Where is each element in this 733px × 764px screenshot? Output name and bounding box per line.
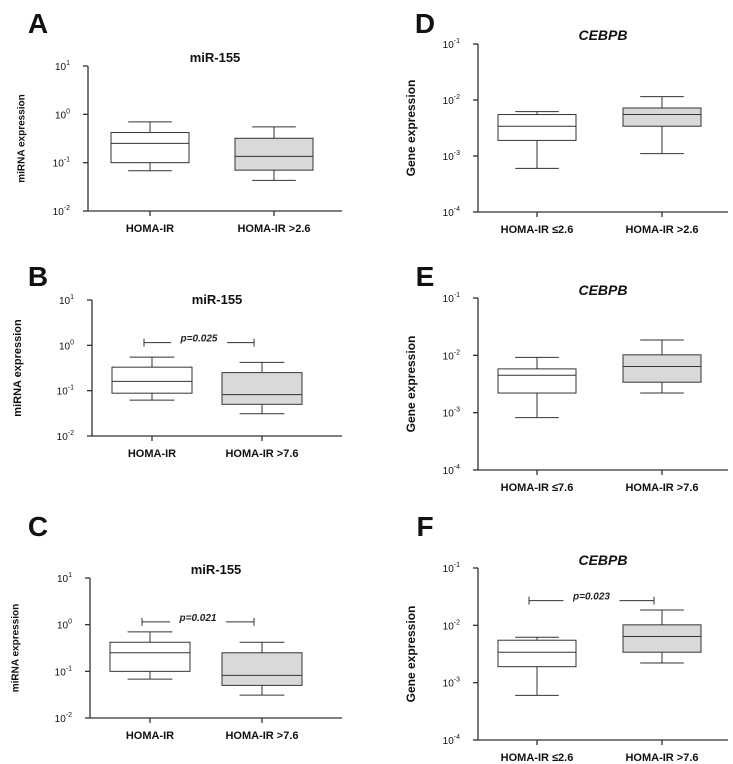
chart-title: miR-155	[191, 562, 242, 577]
y-axis-label: Gene expression	[404, 336, 418, 433]
y-tick-label: 10-2	[443, 94, 460, 107]
box-iqr	[497, 639, 577, 668]
y-tick-label: 10-2	[53, 205, 70, 218]
chart-title: CEBPB	[578, 552, 627, 568]
y-tick-label: 10-4	[443, 464, 460, 477]
y-axis-label: miRNA expression	[12, 319, 24, 417]
box-iqr	[622, 624, 702, 653]
y-tick-label: 10-2	[55, 712, 72, 725]
y-axis-label: Gene expression	[404, 80, 418, 177]
box-1	[109, 631, 191, 680]
x-category-label: HOMA-IR >7.6	[225, 448, 298, 460]
x-category-label: HOMA-IR	[128, 448, 176, 460]
significance-bracket: p=0.025	[143, 334, 255, 347]
box-iqr	[110, 132, 190, 164]
box-iqr	[234, 137, 314, 171]
p-value-label: p=0.025	[180, 334, 218, 345]
x-category-label: HOMA-IR ≤7.6	[501, 482, 574, 494]
y-tick-label: 10-4	[443, 734, 460, 747]
box-2	[234, 126, 314, 181]
x-category-label: HOMA-IR	[126, 223, 174, 235]
y-axis-label: Gene expression	[404, 606, 418, 703]
y-tick-label: 101	[59, 294, 74, 307]
x-category-label: HOMA-IR >7.6	[625, 752, 698, 764]
y-tick-label: 10-1	[55, 665, 72, 678]
box-1	[497, 111, 577, 169]
box-2	[221, 641, 303, 696]
box-1	[110, 121, 190, 172]
x-category-label: HOMA-IR >2.6	[237, 223, 310, 235]
x-category-label: HOMA-IR >2.6	[625, 224, 698, 236]
x-category-label: HOMA-IR >7.6	[625, 482, 698, 494]
chart-title: CEBPB	[578, 282, 627, 298]
y-tick-label: 10-1	[443, 562, 460, 575]
x-category-label: HOMA-IR ≤2.6	[501, 224, 574, 236]
box-1	[111, 356, 193, 401]
box-iqr	[497, 368, 577, 394]
panel-letter: C	[28, 511, 48, 542]
y-tick-label: 10-2	[57, 430, 74, 443]
y-tick-label: 10-3	[443, 150, 460, 163]
significance-bracket: p=0.021	[141, 613, 255, 626]
chart-title: miR-155	[192, 292, 243, 307]
box-1	[497, 356, 577, 419]
x-category-label: HOMA-IR ≤2.6	[501, 752, 574, 764]
y-tick-label: 10-2	[443, 349, 460, 362]
y-tick-label: 10-2	[443, 619, 460, 632]
y-tick-label: 100	[57, 619, 72, 632]
box-iqr	[221, 372, 303, 405]
panel-D: D CEBPB Gene expression 10-4 10-3 10-2 10-1 HOM…	[404, 8, 728, 236]
box-2	[221, 361, 303, 415]
x-category-label: HOMA-IR	[126, 730, 174, 742]
y-axis-label: miRNA expression	[11, 604, 22, 693]
box-2	[622, 609, 702, 664]
significance-bracket: p=0.023	[528, 592, 655, 605]
box-iqr	[497, 114, 577, 141]
y-tick-label: 10-3	[443, 407, 460, 420]
panel-letter: D	[415, 8, 435, 39]
box-iqr	[109, 641, 191, 672]
panel-letter: B	[28, 261, 48, 292]
y-tick-label: 101	[57, 572, 72, 585]
x-category-label: HOMA-IR >7.6	[225, 730, 298, 742]
chart-title: miR-155	[190, 50, 241, 65]
y-tick-label: 100	[55, 108, 70, 121]
y-tick-label: 101	[55, 60, 70, 73]
box-iqr	[622, 107, 702, 127]
box-iqr	[622, 354, 702, 383]
panel-letter: F	[416, 511, 433, 542]
p-value-label: p=0.021	[179, 613, 217, 624]
panel-F: F CEBPB Gene expression 10-4 10-3 10-2 10-1 HOM…	[404, 511, 728, 764]
p-value-label: p=0.023	[572, 592, 610, 603]
y-tick-label: 10-1	[443, 38, 460, 51]
panel-letter: E	[416, 261, 435, 292]
box-iqr	[111, 366, 193, 394]
box-2	[622, 96, 702, 155]
y-tick-label: 10-1	[443, 292, 460, 305]
y-tick-label: 10-1	[53, 157, 70, 170]
box-2	[622, 339, 702, 394]
y-tick-label: 10-4	[443, 206, 460, 219]
panel-E: E CEBPB Gene expression 10-4 10-3 10-2 10-1 HOM…	[404, 261, 728, 494]
y-tick-label: 10-3	[443, 677, 460, 690]
y-tick-label: 100	[59, 339, 74, 352]
box-1	[497, 636, 577, 696]
panel-letter: A	[28, 8, 48, 39]
y-axis-label: miRNA expression	[17, 94, 28, 183]
y-tick-label: 10-1	[57, 385, 74, 398]
box-iqr	[221, 652, 303, 686]
chart-title: CEBPB	[578, 27, 627, 43]
